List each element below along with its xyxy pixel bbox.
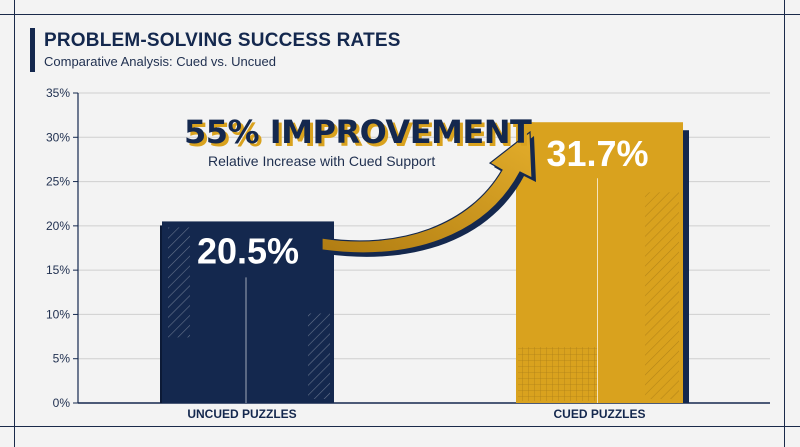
- category-label: CUED PUZZLES: [553, 407, 645, 421]
- frame-top-line: [0, 14, 800, 15]
- y-tick-label: 0%: [53, 396, 71, 410]
- y-tick-label: 30%: [46, 130, 70, 144]
- y-tick-label: 35%: [46, 86, 70, 100]
- y-tick-label: 10%: [46, 307, 70, 321]
- bar-texture: [168, 227, 190, 338]
- frame-bottom-line: [0, 426, 800, 427]
- tick-layer: 0% 5% 10% 15% 20% 25% 30% 35%: [46, 86, 78, 410]
- callout-subtext: Relative Increase with Cued Support: [208, 153, 435, 169]
- title-accent-bar: [30, 28, 35, 72]
- frame-left-line: [14, 0, 15, 447]
- bar-uncued: [162, 221, 334, 403]
- y-tick-label: 20%: [46, 219, 70, 233]
- bar-value-label: 20.5%: [197, 230, 299, 271]
- bar-value-label: 31.7%: [546, 133, 648, 174]
- arrow-body: [321, 130, 533, 254]
- improvement-arrow: [321, 130, 536, 257]
- bar-texture: [645, 192, 679, 399]
- callout-headline-shadow: 55% IMPROVEMENT: [187, 116, 535, 154]
- bar-grid-texture: [518, 347, 598, 401]
- y-tick-label: 25%: [46, 175, 70, 189]
- y-tick-label: 15%: [46, 263, 70, 277]
- y-tick-label: 5%: [53, 352, 71, 366]
- bar-texture: [308, 313, 330, 399]
- bar-group-cued: 31.7%: [516, 122, 689, 403]
- chart-title: PROBLEM-SOLVING SUCCESS RATES: [44, 30, 401, 51]
- frame-right-line: [784, 0, 785, 447]
- chart-subtitle: Comparative Analysis: Cued vs. Uncued: [44, 54, 276, 69]
- category-label: UNCUED PUZZLES: [187, 407, 296, 421]
- callout-headline: 55% IMPROVEMENT: [184, 113, 532, 151]
- title-block: PROBLEM-SOLVING SUCCESS RATES Comparativ…: [30, 28, 450, 74]
- bar-group-uncued: 20.5%: [160, 221, 334, 403]
